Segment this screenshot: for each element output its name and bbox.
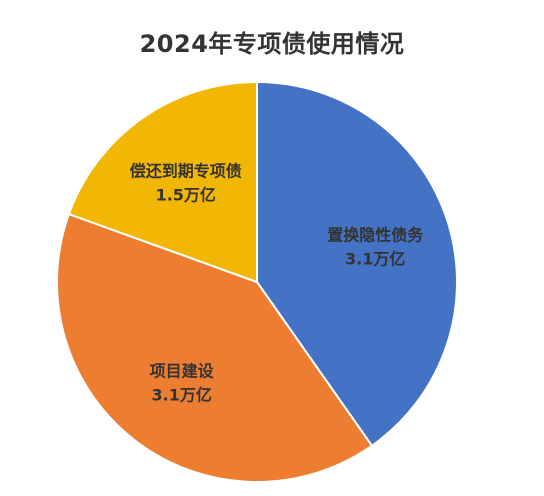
chart-title: 2024年专项债使用情况 <box>139 30 405 58</box>
slice-category-label-1: 置换隐性债务 <box>327 226 424 245</box>
slice-category-label-2: 项目建设 <box>150 362 215 381</box>
pie-slice-2 <box>56 212 374 483</box>
slice-value-label-2: 3.1万亿 <box>152 386 212 405</box>
slice-value-label-3: 1.5万亿 <box>156 186 216 205</box>
pie-slice-3 <box>67 80 258 284</box>
slice-category-label-3: 偿还到期专项债 <box>130 162 242 181</box>
pie-slice-1 <box>256 80 458 448</box>
slices-layer <box>56 80 458 483</box>
slice-value-label-1: 3.1万亿 <box>345 250 405 269</box>
